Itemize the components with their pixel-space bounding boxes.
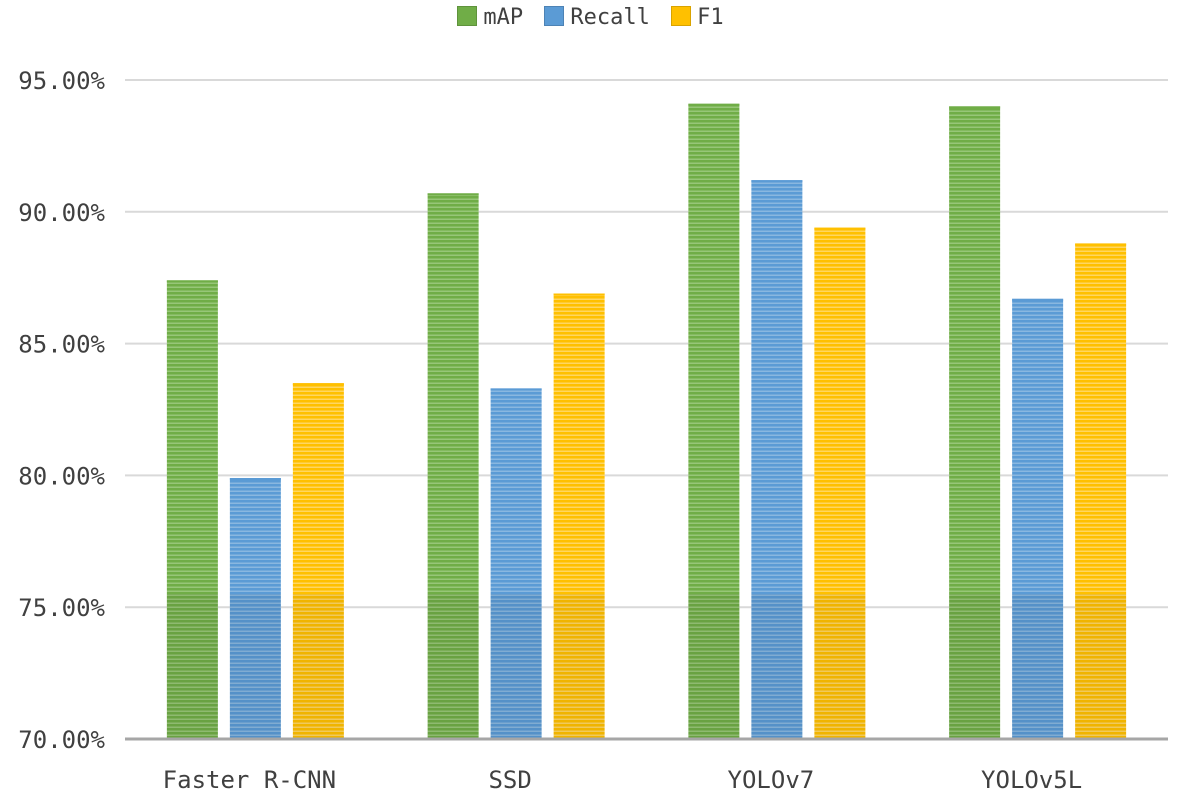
y-tick-label: 95.00%: [18, 67, 105, 95]
bar-recall-ssd: [490, 388, 542, 739]
y-tick-label: 80.00%: [18, 462, 105, 490]
bar-top-edge: [490, 388, 542, 391]
bar-top-edge: [751, 180, 803, 183]
bar-shade: [949, 594, 1001, 739]
bar-top-edge: [949, 106, 1001, 109]
legend-swatch-recall: [544, 5, 565, 26]
bar-shade: [292, 594, 344, 739]
bar-top-edge: [688, 103, 740, 106]
bar-recall-yolov5l: [1012, 298, 1064, 739]
bar-f1-yolov5l: [1075, 243, 1127, 739]
bar-shade: [1075, 594, 1127, 739]
bar-f1-faster-r-cnn: [292, 383, 344, 739]
bars: [166, 103, 1127, 740]
bar-shade: [1012, 594, 1064, 739]
y-tick-label: 85.00%: [18, 331, 105, 359]
bar-recall-yolov7: [751, 180, 803, 740]
bar-recall-faster-r-cnn: [229, 478, 281, 739]
bar-shade: [688, 594, 740, 739]
legend-item-map: mAP: [457, 5, 523, 30]
bar-shade: [427, 594, 479, 739]
bar-top-edge: [1012, 298, 1064, 301]
x-category-label: Faster R-CNN: [163, 766, 336, 793]
x-category-label: YOLOv7: [728, 766, 815, 793]
legend-label-f1: F1: [697, 4, 724, 30]
bar-top-edge: [553, 293, 605, 296]
bar-top-edge: [1075, 243, 1127, 246]
bar-shade: [490, 594, 542, 739]
gridlines: [125, 79, 1168, 609]
x-category-label: SSD: [488, 766, 531, 793]
legend-item-recall: Recall: [544, 4, 650, 30]
legend-label-recall: Recall: [570, 4, 650, 30]
y-tick-label: 70.00%: [18, 726, 105, 754]
x-axis-labels: Faster R-CNN SSD YOLOv7 YOLOv5L: [163, 766, 1083, 793]
bar-top-edge: [814, 227, 866, 230]
y-tick-label: 90.00%: [18, 199, 105, 227]
bar-f1-yolov7: [814, 227, 866, 739]
y-tick-label: 75.00%: [18, 594, 105, 622]
x-category-label: YOLOv5L: [981, 766, 1082, 793]
bar-shade: [553, 594, 605, 739]
bar-shade: [751, 594, 803, 739]
bar-top-edge: [229, 478, 281, 481]
bar-map-yolov7: [688, 103, 740, 739]
legend-swatch-f1: [671, 5, 692, 26]
bar-map-ssd: [427, 193, 479, 739]
bar-map-faster-r-cnn: [166, 280, 218, 739]
y-axis-ticks: 70.00% 75.00% 80.00% 85.00% 90.00% 95.00%: [18, 67, 105, 754]
bar-shade: [229, 594, 281, 739]
bar-shade: [814, 594, 866, 739]
bar-shade: [166, 594, 218, 739]
bar-top-edge: [292, 383, 344, 386]
bar-top-edge: [427, 193, 479, 196]
legend-swatch-map: [457, 5, 478, 26]
bar-map-yolov5l: [949, 106, 1001, 740]
legend-label-map: mAP: [483, 4, 524, 30]
legend-item-f1: F1: [671, 5, 724, 30]
chart-legend: mAP Recall F1: [0, 4, 1181, 30]
bar-f1-ssd: [553, 293, 605, 739]
bar-top-edge: [166, 280, 218, 283]
